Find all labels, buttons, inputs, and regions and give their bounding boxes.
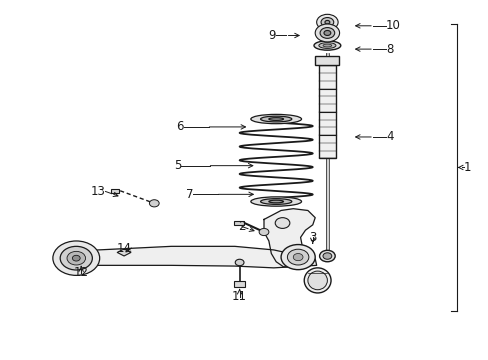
Circle shape: [287, 249, 308, 265]
Ellipse shape: [268, 200, 283, 203]
Ellipse shape: [307, 271, 327, 290]
Text: 1: 1: [463, 161, 470, 174]
Ellipse shape: [313, 41, 340, 50]
Ellipse shape: [304, 268, 330, 293]
Circle shape: [235, 259, 244, 266]
Ellipse shape: [260, 116, 291, 122]
Text: 14: 14: [116, 242, 131, 255]
Bar: [325, 158, 328, 257]
Text: 6: 6: [176, 121, 183, 134]
Text: 13: 13: [90, 185, 105, 198]
Circle shape: [319, 250, 334, 262]
Circle shape: [281, 244, 315, 270]
Circle shape: [72, 255, 80, 261]
Text: 5: 5: [173, 159, 181, 172]
Polygon shape: [117, 249, 131, 256]
Bar: [325, 53, 328, 56]
Ellipse shape: [260, 199, 291, 204]
Text: 11: 11: [232, 290, 246, 303]
Circle shape: [321, 18, 333, 27]
Circle shape: [275, 218, 289, 228]
Ellipse shape: [250, 197, 301, 206]
Bar: [318, 65, 335, 158]
Text: 9: 9: [268, 29, 276, 42]
Circle shape: [324, 31, 330, 36]
Ellipse shape: [268, 118, 283, 120]
Circle shape: [60, 246, 92, 270]
Polygon shape: [76, 246, 316, 268]
Text: 3: 3: [308, 231, 316, 244]
Text: 7: 7: [185, 188, 193, 201]
Circle shape: [320, 28, 334, 39]
Circle shape: [259, 228, 268, 235]
Text: 8: 8: [385, 42, 392, 55]
Circle shape: [323, 253, 331, 259]
Circle shape: [53, 241, 100, 275]
Ellipse shape: [323, 44, 331, 47]
Circle shape: [67, 251, 85, 265]
Bar: [111, 189, 119, 193]
Circle shape: [316, 14, 337, 30]
Text: 12: 12: [74, 266, 88, 279]
Ellipse shape: [318, 42, 335, 48]
Text: 10: 10: [385, 19, 400, 32]
Bar: [233, 221, 244, 225]
Text: 2: 2: [238, 220, 245, 233]
Polygon shape: [264, 209, 315, 267]
Text: 4: 4: [385, 130, 393, 144]
Circle shape: [293, 253, 303, 261]
Ellipse shape: [250, 114, 301, 124]
Circle shape: [149, 200, 159, 207]
Circle shape: [325, 21, 329, 24]
Bar: [315, 56, 339, 65]
Circle shape: [315, 24, 339, 42]
Bar: [233, 282, 245, 287]
